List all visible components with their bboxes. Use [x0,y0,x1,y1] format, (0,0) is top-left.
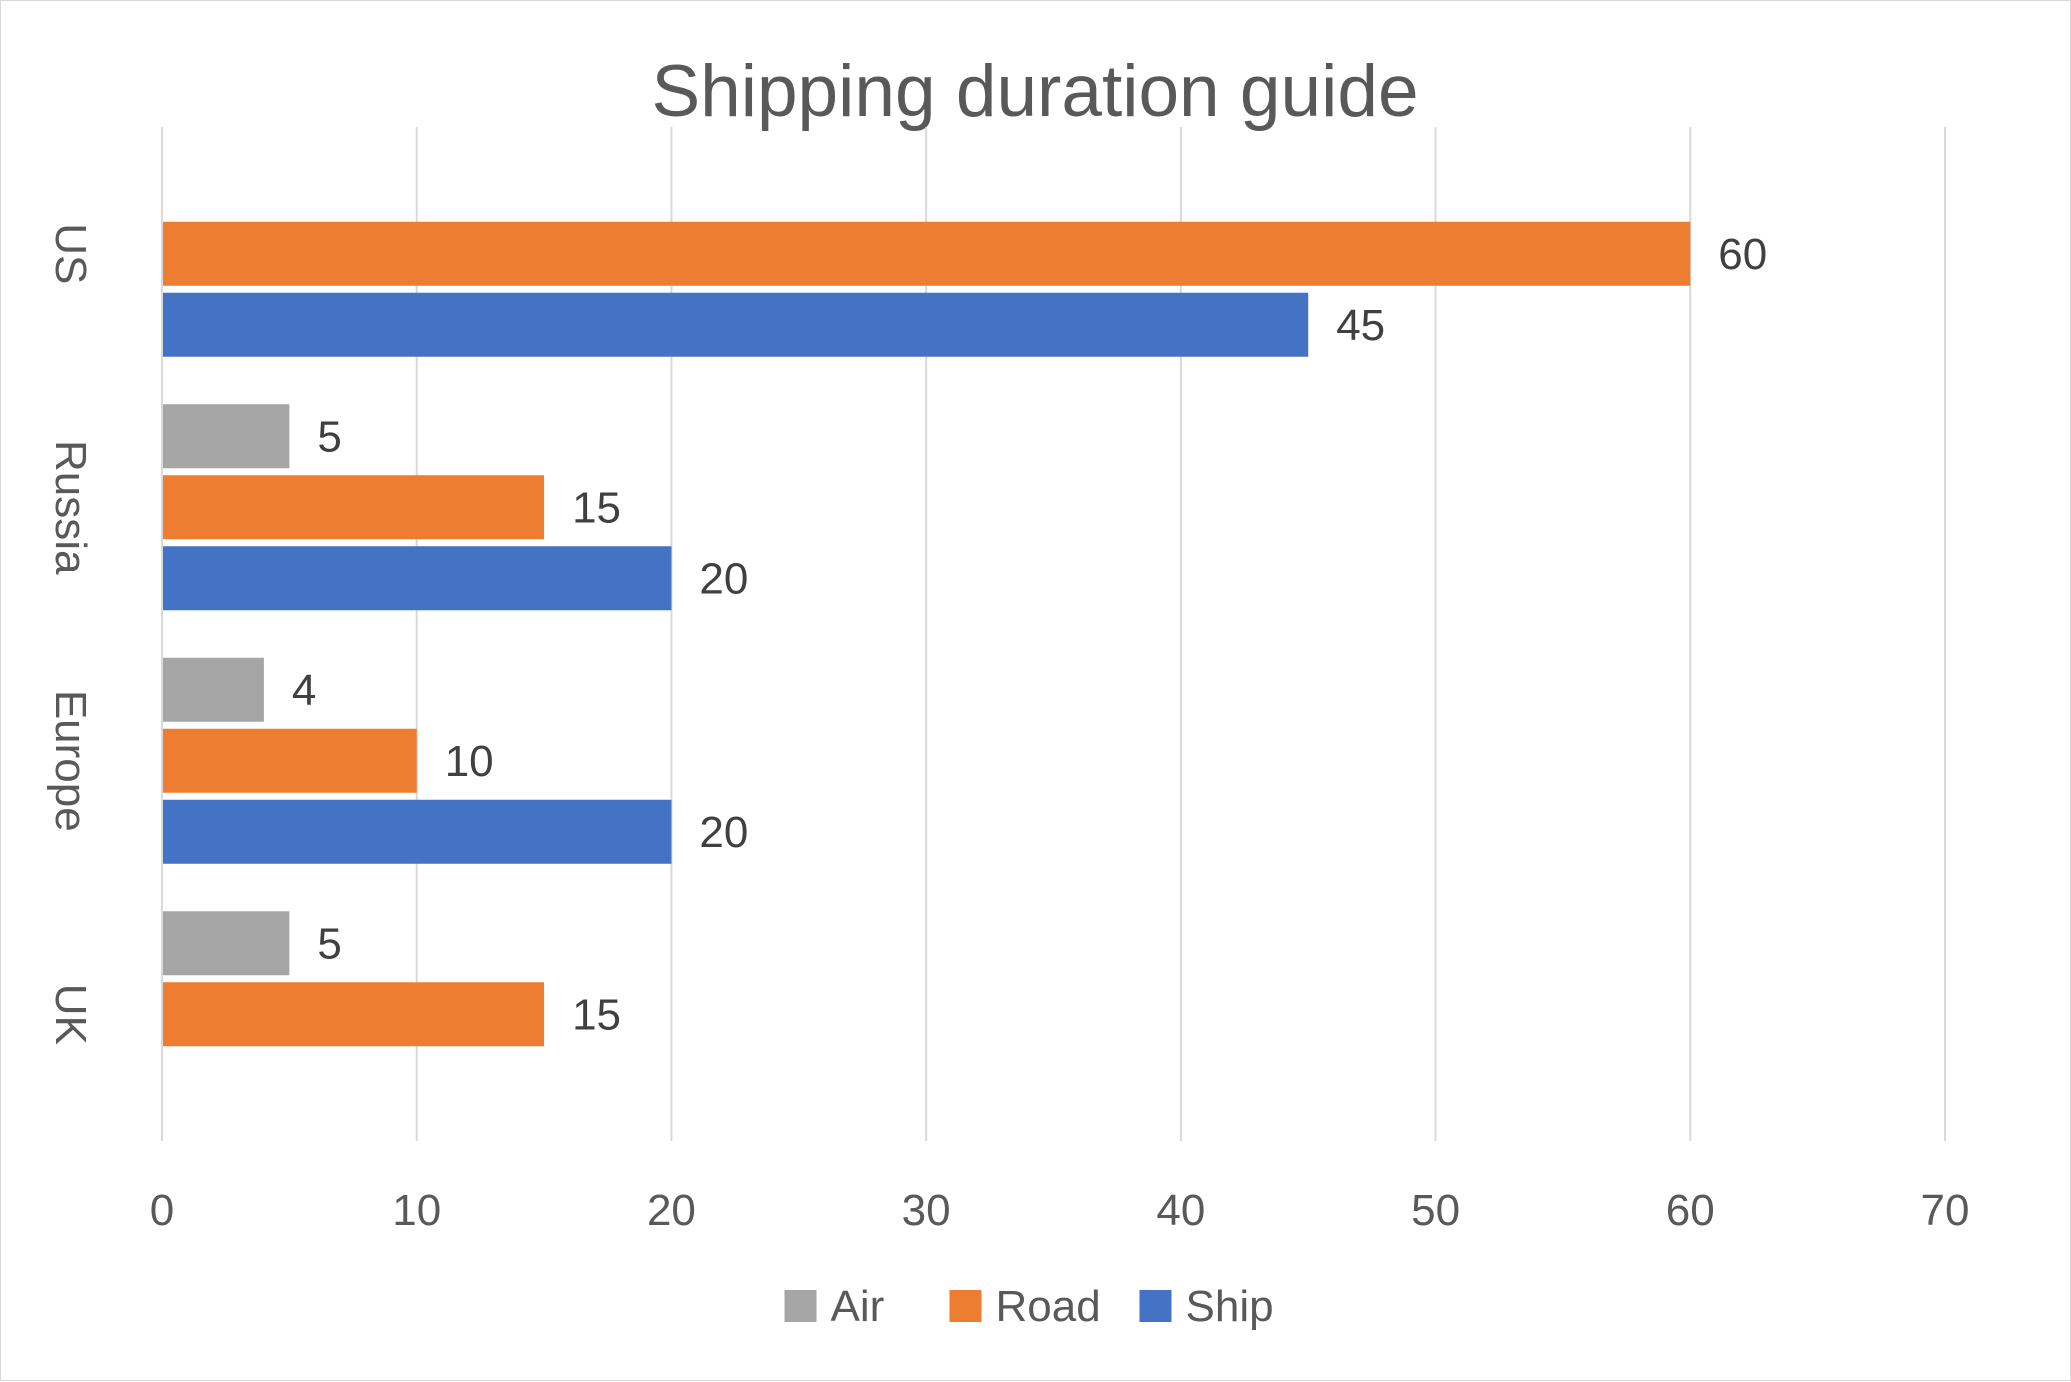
bar-road-us [162,221,1691,286]
x-tick-label: 40 [1156,1186,1205,1235]
x-tick-label: 50 [1411,1186,1460,1235]
data-label: 20 [699,808,748,857]
legend-swatch-air [784,1290,817,1322]
data-label: 4 [292,666,316,715]
data-label: 60 [1718,230,1767,279]
bars [162,221,1691,1047]
data-labels: 5 15 4 10 20 5 15 20 60 45 [292,230,1767,1040]
x-tick-label: 20 [647,1186,696,1235]
legend-swatch-road [949,1290,982,1322]
bar-road-russia [162,475,545,540]
x-tick-label: 0 [150,1186,174,1235]
bar-air-europe [162,657,264,722]
bar-ship-europe [162,799,672,864]
bar-air-russia [162,404,290,469]
data-label: 5 [317,412,341,461]
legend-label-ship: Ship [1186,1282,1274,1331]
x-tick-label: 70 [1921,1186,1970,1235]
legend-label-air: Air [831,1282,885,1331]
bar-road-uk [162,982,545,1047]
data-label: 20 [699,554,748,603]
data-label: 45 [1336,301,1385,350]
chart-title: Shipping duration guide [651,51,1418,132]
bar-air-uk [162,911,290,976]
x-tick-label: 30 [902,1186,951,1235]
legend: Air Road Ship [784,1282,1274,1331]
x-tick-label: 10 [392,1186,441,1235]
bar-ship-us [162,292,1309,357]
bar-ship-russia [162,546,672,611]
x-tick-label: 60 [1666,1186,1715,1235]
value-axis: 0 10 20 30 40 50 60 70 [150,1186,1970,1235]
category-label: US [46,223,95,284]
category-label: Europe [46,690,95,832]
category-axis: UK Europe Russia US [46,127,163,1141]
category-label: UK [46,984,95,1045]
data-label: 5 [317,919,341,968]
data-label: 15 [572,990,621,1039]
data-label: 10 [445,737,494,786]
legend-swatch-ship [1139,1290,1172,1322]
data-label: 15 [572,483,621,532]
category-label: Russia [46,440,95,575]
legend-label-road: Road [996,1282,1101,1331]
bar-road-europe [162,728,417,793]
